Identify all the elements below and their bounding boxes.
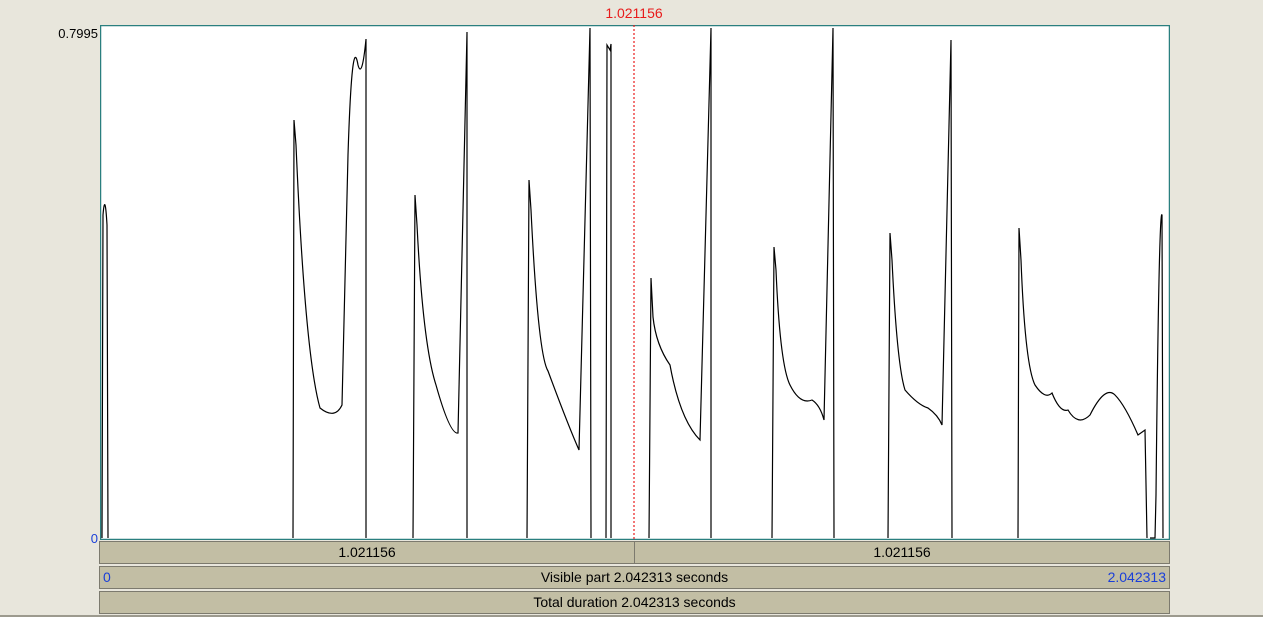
visible-end-label: 2.042313 [1107,569,1166,585]
selection-left-segment[interactable]: 1.021156 [100,542,635,563]
selection-right-segment[interactable]: 1.021156 [873,544,931,560]
total-duration-label: Total duration 2.042313 seconds [533,594,736,610]
y-axis-max-label: 0.7995 [58,26,98,41]
cursor-time-label: 1.021156 [605,5,663,21]
total-duration-bar[interactable]: Total duration 2.042313 seconds [99,591,1170,614]
visible-part-label: Visible part 2.042313 seconds [540,569,729,585]
bottom-divider [0,615,1263,617]
y-axis-min-label: 0 [90,531,98,546]
pitch-plot[interactable] [100,25,1170,540]
visible-part-bar[interactable]: 0 Visible part 2.042313 seconds 2.042313 [99,566,1170,589]
pitch-contour [101,27,1164,539]
visible-start-label: 0 [103,569,111,585]
selection-bar[interactable]: 1.021156 1.021156 [99,541,1170,564]
plot-background [100,25,1170,540]
